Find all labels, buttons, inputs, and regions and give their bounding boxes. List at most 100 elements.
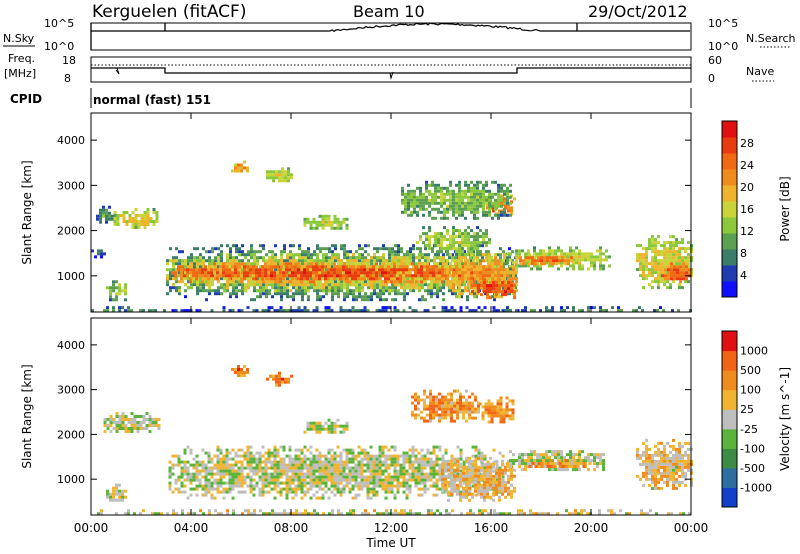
echo-cell (476, 192, 479, 196)
echo-cell (324, 265, 327, 269)
echo-cell (252, 271, 255, 275)
echo-cell (235, 277, 238, 281)
echo-cell (493, 265, 496, 269)
echo-cell (498, 287, 501, 291)
echo-cell (261, 487, 265, 491)
echo-cell (441, 271, 444, 275)
echo-cell (575, 261, 578, 265)
echo-cell (430, 274, 433, 278)
echo-cell (216, 466, 220, 470)
echo-cell (461, 280, 464, 284)
echo-cell (492, 306, 496, 310)
echo-cell (464, 201, 467, 205)
echo-cell (422, 201, 425, 205)
echo-cell (193, 247, 196, 251)
echo-cell (321, 214, 325, 218)
echo-cell (645, 253, 648, 257)
echo-cell (678, 250, 681, 254)
echo-cell (333, 277, 336, 281)
echo-cell (313, 283, 316, 287)
echo-cell (270, 481, 274, 485)
echo-cell (418, 298, 421, 302)
echo-cell (605, 309, 608, 313)
echo-cell (479, 201, 482, 205)
echo-cell (301, 268, 304, 272)
echo-cell (403, 277, 406, 281)
echo-cell (439, 265, 442, 269)
echo-cell (103, 421, 107, 424)
echo-cell (318, 214, 322, 218)
echo-cell (560, 306, 563, 310)
echo-cell (258, 454, 262, 458)
echo-cell (504, 203, 507, 207)
echo-cell (673, 274, 676, 278)
echo-cell (470, 229, 473, 233)
echo-cell (210, 268, 213, 272)
echo-cell (297, 457, 301, 461)
echo-cell (243, 277, 246, 281)
echo-cell (352, 265, 355, 269)
echo-cell (198, 309, 202, 313)
echo-cell (648, 283, 651, 287)
echo-cell (231, 463, 235, 467)
echo-cell (396, 268, 399, 272)
echo-cell (519, 256, 522, 260)
echo-cell (463, 250, 466, 254)
echo-cell (240, 481, 244, 485)
echo-cell (669, 286, 672, 290)
echo-cell (513, 284, 516, 288)
echo-cell (238, 280, 241, 284)
echo-cell (261, 445, 265, 449)
echo-cell (509, 309, 512, 313)
echo-cell (276, 460, 280, 464)
echo-cell (406, 292, 409, 296)
echo-cell (388, 286, 391, 290)
echo-cell (443, 192, 446, 196)
echo-cell (455, 235, 458, 239)
echo-cell (464, 259, 467, 263)
echo-cell (300, 487, 304, 491)
echo-cell (486, 296, 489, 300)
echo-cell (169, 277, 172, 281)
echo-cell (478, 244, 481, 248)
echo-cell (497, 309, 500, 313)
echo-cell (297, 309, 301, 313)
echo-cell (424, 253, 427, 257)
echo-cell (189, 478, 193, 482)
echo-cell (482, 192, 485, 196)
echo-cell (328, 280, 331, 284)
echo-cell (155, 220, 159, 223)
echo-cell (393, 306, 397, 310)
echo-cell (376, 286, 379, 290)
echo-cell (557, 255, 560, 259)
echo-cell (685, 271, 688, 275)
echo-cell (131, 220, 135, 223)
echo-cell (681, 286, 684, 290)
nsearch-label: N.Search (746, 32, 796, 45)
echo-cell (269, 176, 272, 180)
echo-cell (432, 268, 435, 272)
echo-cell (455, 192, 458, 196)
echo-cell (267, 475, 271, 479)
echo-cell (551, 306, 554, 310)
echo-cell (300, 448, 304, 452)
echo-cell (291, 478, 295, 482)
echo-cell (422, 192, 425, 196)
echo-cell (645, 265, 648, 269)
echo-cell (258, 478, 262, 482)
echo-cell (469, 256, 472, 260)
echo-cell (488, 201, 491, 205)
echo-cell (648, 271, 651, 275)
echo-cell (247, 286, 250, 290)
echo-cell (473, 238, 476, 242)
echo-cell (416, 213, 419, 217)
echo-cell (273, 463, 277, 467)
echo-cell (303, 460, 307, 464)
echo-cell (288, 469, 292, 473)
echo-cell (312, 277, 315, 281)
echo-cell (361, 289, 364, 293)
echo-cell (238, 259, 241, 263)
colorbar-tick-label: 12 (740, 225, 754, 238)
echo-cell (364, 262, 367, 266)
